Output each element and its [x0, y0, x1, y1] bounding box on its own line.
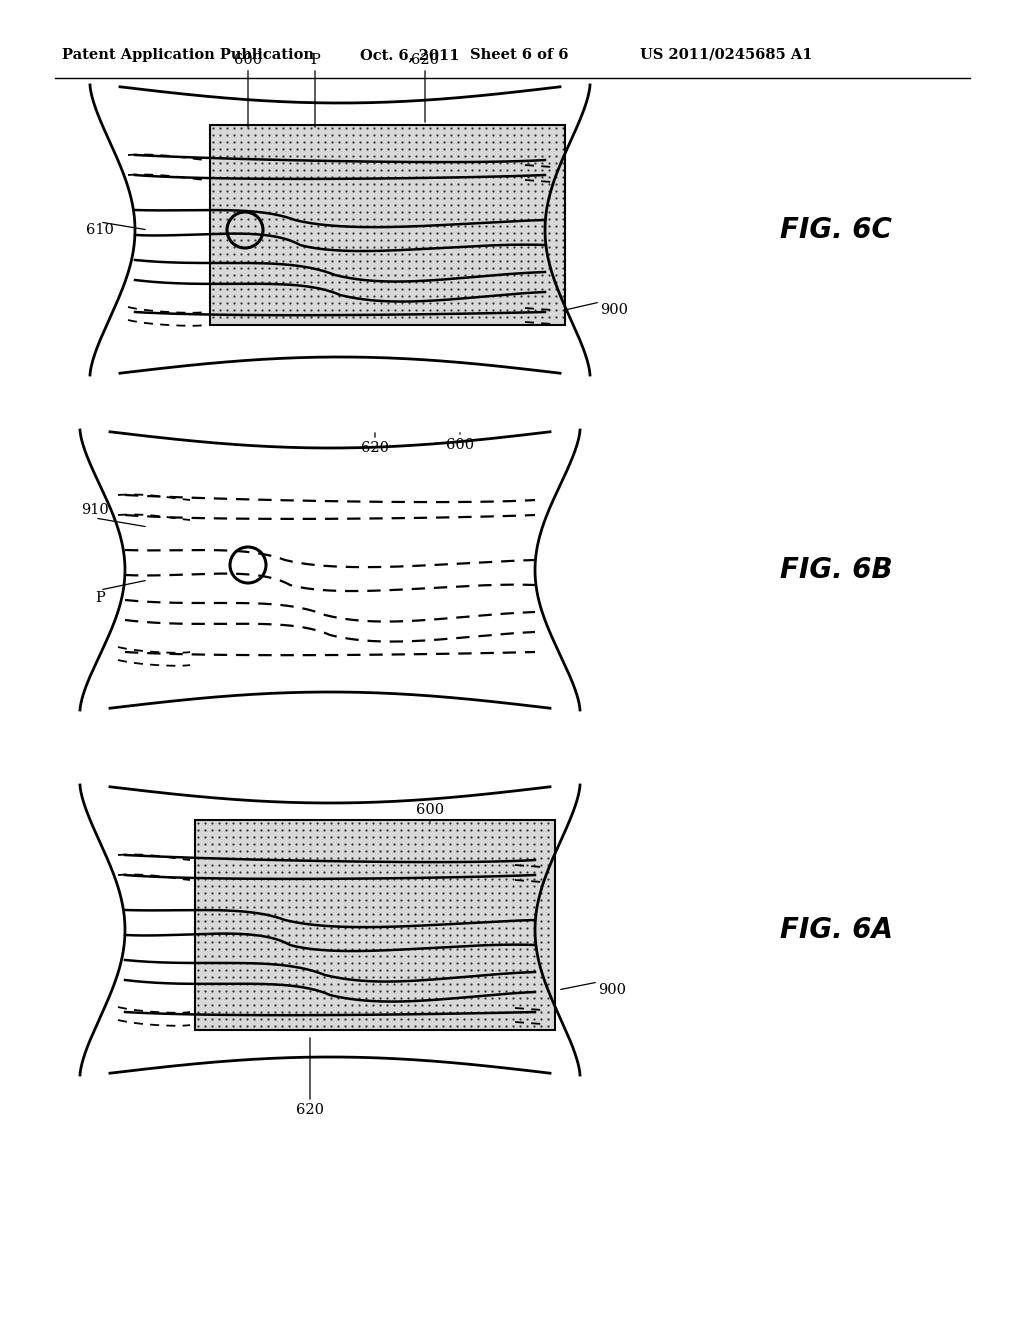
Text: 600: 600 [445, 438, 474, 451]
Text: P: P [310, 53, 319, 67]
Text: FIG. 6C: FIG. 6C [780, 216, 892, 244]
Text: Sheet 6 of 6: Sheet 6 of 6 [470, 48, 568, 62]
Text: 600: 600 [233, 53, 262, 67]
Text: FIG. 6A: FIG. 6A [780, 916, 893, 944]
Text: Patent Application Publication: Patent Application Publication [62, 48, 314, 62]
Text: 910: 910 [81, 503, 109, 517]
Text: FIG. 6B: FIG. 6B [780, 556, 893, 583]
Text: 620: 620 [296, 1104, 324, 1117]
Text: 620: 620 [411, 53, 439, 67]
Text: P: P [95, 591, 104, 605]
Text: Oct. 6, 2011: Oct. 6, 2011 [360, 48, 460, 62]
Text: 610: 610 [86, 223, 114, 238]
Text: US 2011/0245685 A1: US 2011/0245685 A1 [640, 48, 812, 62]
Text: 900: 900 [598, 983, 626, 997]
Text: 900: 900 [600, 304, 628, 317]
Bar [210, 125, 565, 325]
Text: 600: 600 [416, 803, 444, 817]
Text: 620: 620 [361, 441, 389, 455]
Bar [195, 820, 555, 1030]
